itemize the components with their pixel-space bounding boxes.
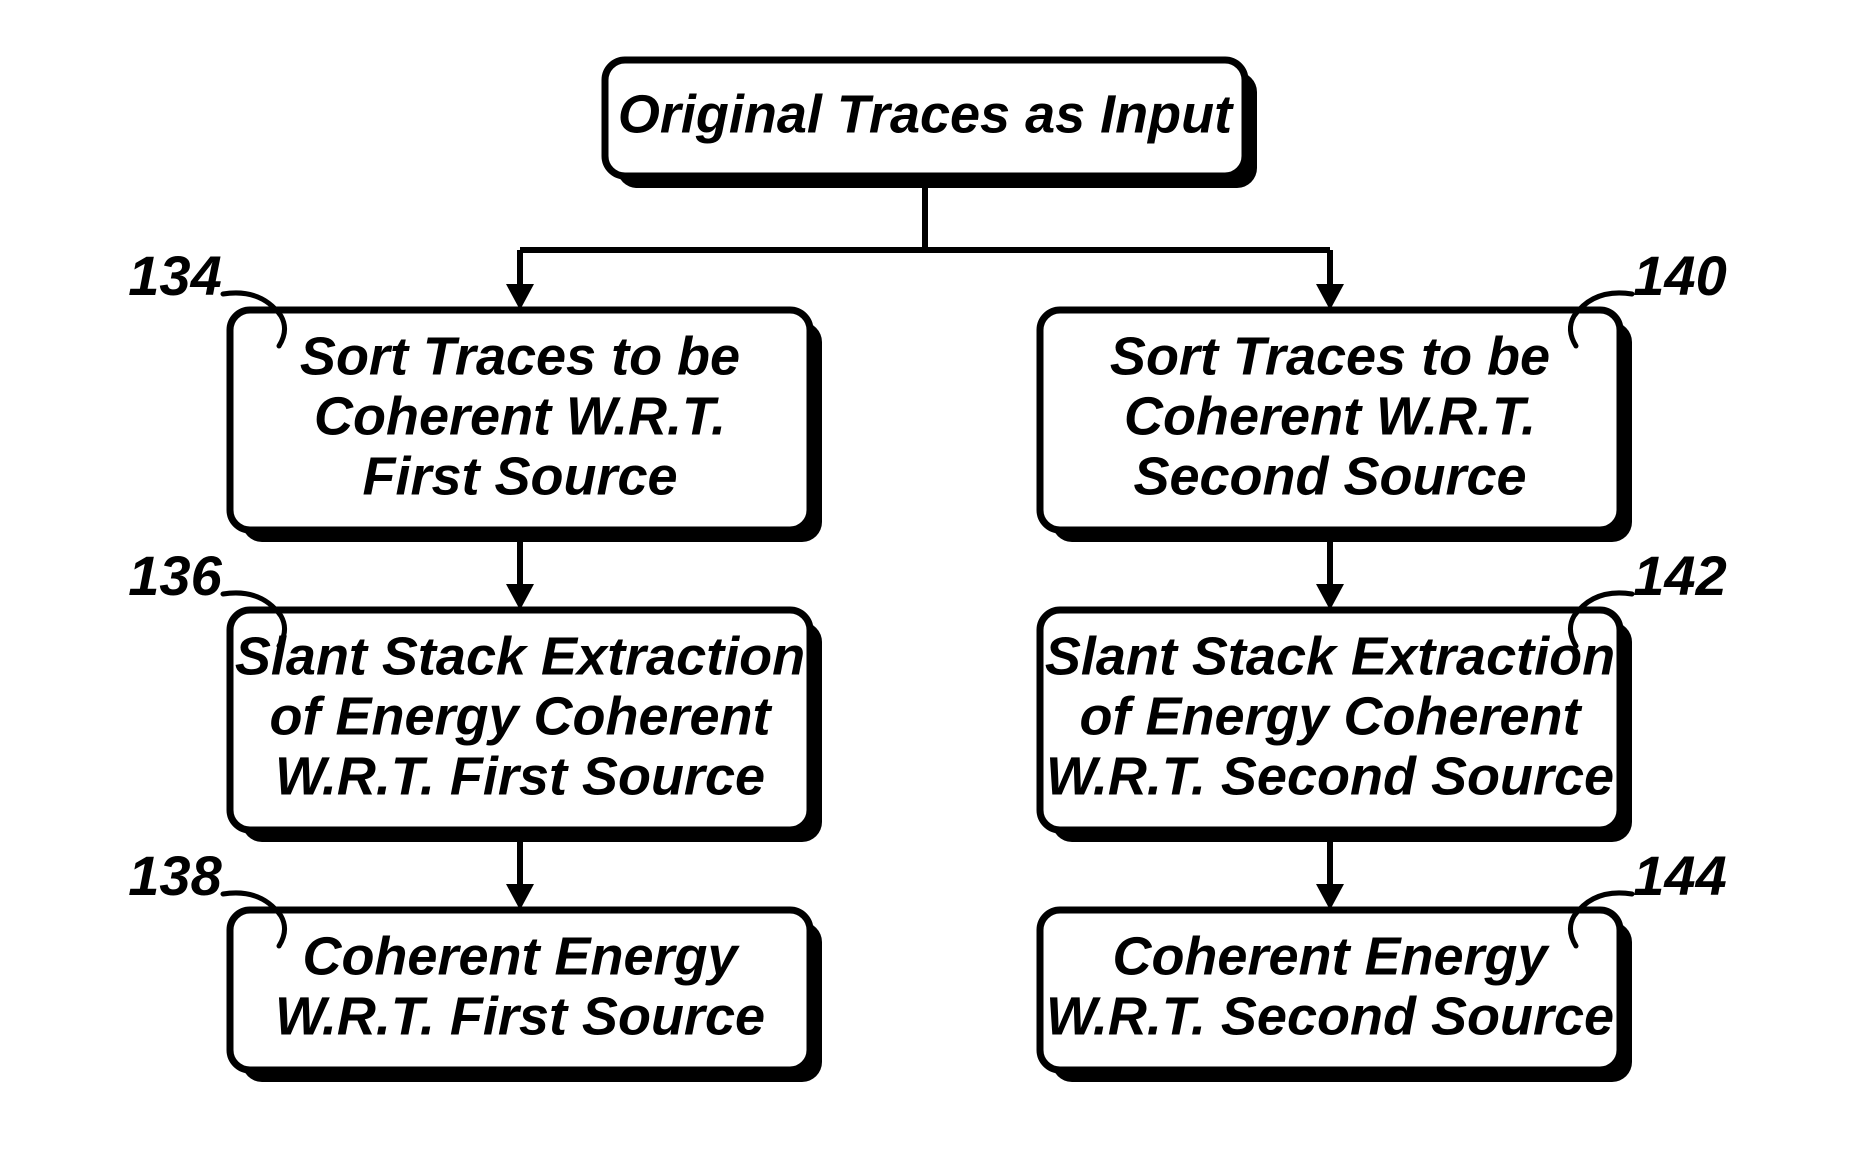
flow-box-label: W.R.T. Second Source <box>1046 746 1614 806</box>
flow-box-top: Original Traces as Input <box>605 60 1257 188</box>
flow-box-l2: Slant Stack Extractionof Energy Coherent… <box>230 610 822 842</box>
ref-number-label: 144 <box>1633 844 1726 907</box>
flow-box-label: Coherent W.R.T. <box>1124 386 1536 446</box>
flow-box-label: Second Source <box>1133 446 1526 506</box>
arrowhead-icon <box>1316 884 1344 910</box>
flow-box-label: of Energy Coherent <box>1079 686 1582 746</box>
ref-number-label: 138 <box>128 844 222 907</box>
flow-box-label: W.R.T. Second Source <box>1046 986 1614 1046</box>
flow-box-label: Coherent Energy <box>302 926 740 986</box>
arrowhead-icon <box>1316 584 1344 610</box>
flow-box-r1: Sort Traces to beCoherent W.R.T.Second S… <box>1040 310 1632 542</box>
flow-box-label: First Source <box>362 446 677 506</box>
flow-box-label: Sort Traces to be <box>1110 326 1550 386</box>
flow-box-label: Slant Stack Extraction <box>235 626 805 686</box>
flow-box-label: Slant Stack Extraction <box>1045 626 1615 686</box>
arrowhead-icon <box>506 584 534 610</box>
flow-box-label: Coherent W.R.T. <box>314 386 726 446</box>
flow-box-r2: Slant Stack Extractionof Energy Coherent… <box>1040 610 1632 842</box>
flow-box-l1: Sort Traces to beCoherent W.R.T.First So… <box>230 310 822 542</box>
ref-number-label: 142 <box>1633 544 1726 607</box>
flowchart-canvas: Original Traces as Input Sort Traces to b… <box>0 0 1855 1172</box>
arrowhead-icon <box>506 284 534 310</box>
flow-box-label: Coherent Energy <box>1112 926 1550 986</box>
flow-box-label: Sort Traces to be <box>300 326 740 386</box>
flow-box-l3: Coherent EnergyW.R.T. First Source <box>230 910 822 1082</box>
flow-box-label: W.R.T. First Source <box>275 746 765 806</box>
flow-box-label: of Energy Coherent <box>269 686 772 746</box>
ref-number-label: 136 <box>128 544 222 607</box>
arrowhead-icon <box>506 884 534 910</box>
ref-number-label: 134 <box>128 244 221 307</box>
flow-box-label: W.R.T. First Source <box>275 986 765 1046</box>
flow-box-r3: Coherent EnergyW.R.T. Second Source <box>1040 910 1632 1082</box>
arrowhead-icon <box>1316 284 1344 310</box>
flow-box-label: Original Traces as Input <box>618 84 1234 144</box>
ref-number-label: 140 <box>1633 244 1726 307</box>
